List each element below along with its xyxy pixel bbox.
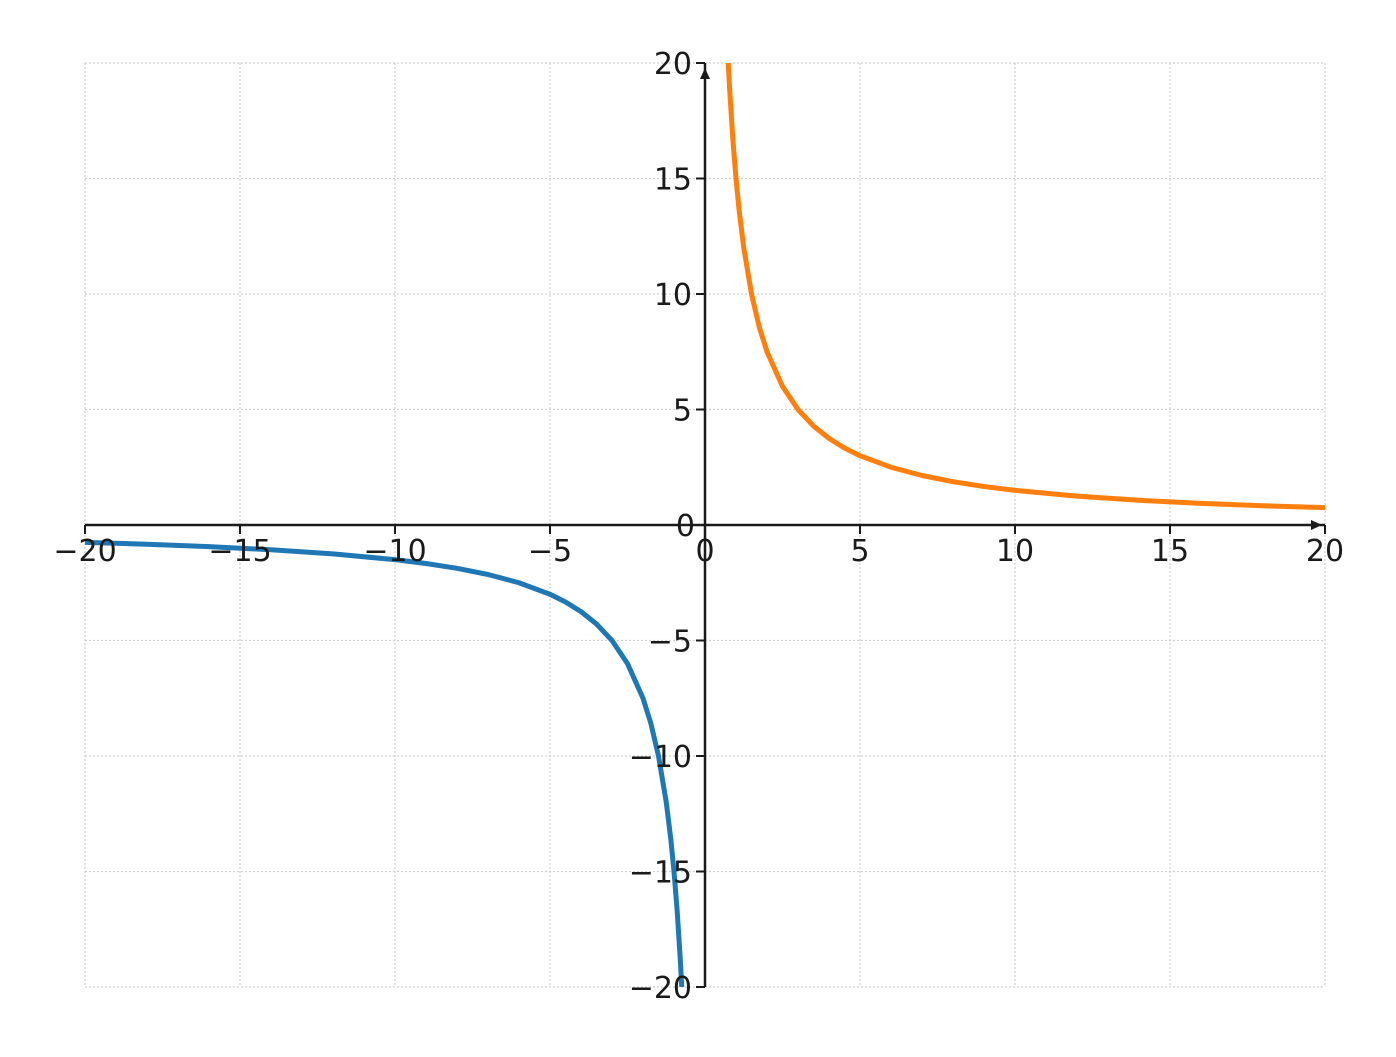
y-tick-label: −15 (629, 856, 692, 891)
x-tick-label: 5 (850, 534, 869, 569)
x-tick-label: −5 (528, 534, 572, 569)
x-tick-label: 10 (996, 534, 1034, 569)
x-tick-label: 15 (1151, 534, 1189, 569)
series-group (84, 62, 1326, 988)
axes (84, 62, 1326, 988)
y-tick-label: 0 (676, 509, 695, 544)
x-tick-label: −15 (208, 534, 271, 569)
x-axis-arrow-icon (1311, 520, 1322, 530)
y-tick-label: −10 (629, 740, 692, 775)
y-tick-label: −20 (629, 971, 692, 1006)
tick-labels: −20 −15 −10 −5 0 5 10 15 20 −20 −15 −10 −5 0 5 10 15 20 (53, 47, 1344, 1006)
series-line-2 (725, 62, 1326, 511)
y-tick-label: 5 (673, 394, 692, 429)
x-tick-label: 0 (695, 534, 714, 569)
y-axis-arrow-icon (700, 68, 710, 79)
series-line-1 (84, 539, 685, 988)
x-tick-label: −20 (53, 534, 116, 569)
y-tick-label: −5 (648, 625, 692, 660)
x-tick-label: −10 (363, 534, 426, 569)
y-tick-label: 10 (654, 278, 692, 313)
x-tick-label: 20 (1306, 534, 1344, 569)
y-tick-label: 20 (654, 47, 692, 82)
y-tick-label: 15 (654, 163, 692, 198)
